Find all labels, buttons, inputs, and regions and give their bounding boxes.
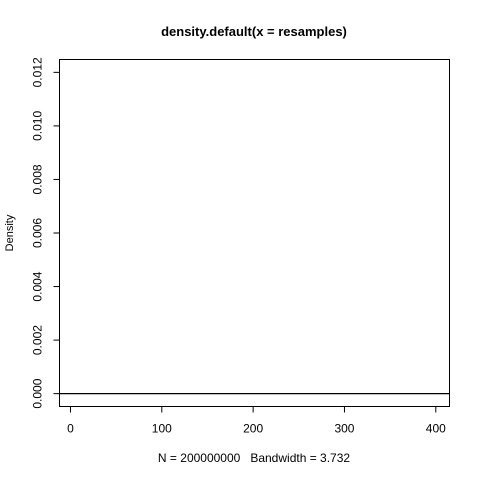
x-axis: 0 100 200 300 400 xyxy=(67,406,446,436)
y-tick-label: 0.010 xyxy=(31,111,45,141)
y-tick-label: 0.012 xyxy=(31,57,45,87)
y-axis: 0.000 0.002 0.004 0.006 0.008 0.010 0.012 xyxy=(31,57,60,409)
y-tick-label: 0.006 xyxy=(31,218,45,248)
y-tick-label: 0.004 xyxy=(31,271,45,301)
x-tick-label: 0 xyxy=(67,422,74,436)
plot-frame xyxy=(59,59,450,407)
y-tick-label: 0.002 xyxy=(31,325,45,355)
y-tick-label: 0.000 xyxy=(31,378,45,408)
chart-title: density.default(x = resamples) xyxy=(161,24,347,39)
y-tick-label: 0.008 xyxy=(31,164,45,194)
y-axis-label: Density xyxy=(4,214,16,251)
x-tick-label: 100 xyxy=(152,422,172,436)
x-tick-label: 200 xyxy=(243,422,263,436)
x-tick-label: 400 xyxy=(426,422,446,436)
x-tick-label: 300 xyxy=(334,422,354,436)
x-axis-label: N = 200000000 Bandwidth = 3.732 xyxy=(158,451,350,465)
